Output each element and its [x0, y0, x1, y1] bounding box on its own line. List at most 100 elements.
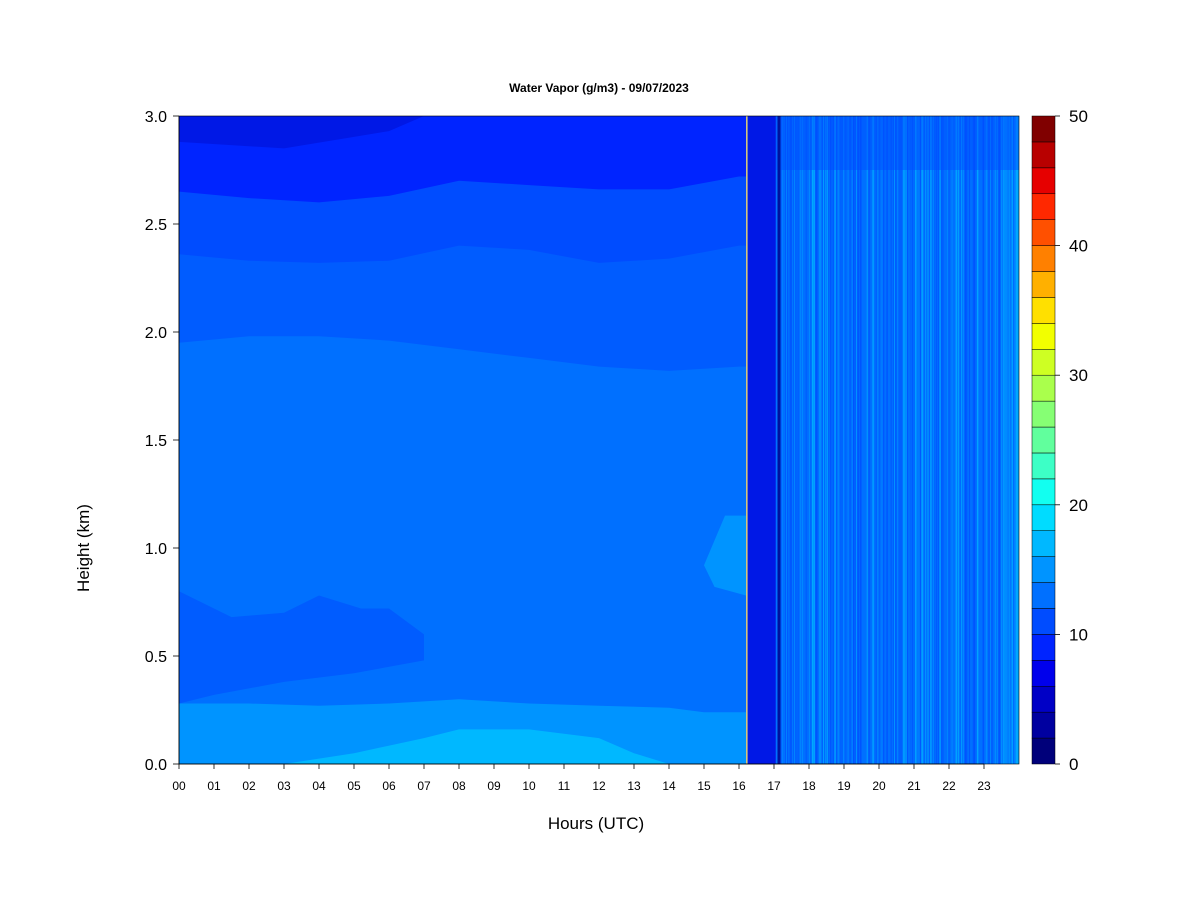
vapor-streak: [844, 116, 846, 764]
colorbar: [1031, 115, 1056, 765]
vapor-streak: [899, 116, 901, 764]
vapor-streak: [790, 116, 792, 764]
vapor-streak: [988, 116, 990, 764]
vapor-streak: [1012, 116, 1014, 764]
colorbar-tick-label: 50: [1069, 107, 1088, 126]
vapor-streak: [996, 116, 998, 764]
vapor-streak: [812, 116, 814, 764]
vapor-streak: [1005, 116, 1007, 764]
y-tick-label: 1.5: [145, 433, 167, 450]
vapor-streak: [904, 116, 906, 764]
y-tick-label: 0.0: [145, 757, 167, 774]
vapor-streak: [966, 116, 968, 764]
vapor-streak: [786, 116, 788, 764]
vapor-streak: [875, 116, 877, 764]
colorbar-segment: [1031, 115, 1056, 143]
vapor-streak: [836, 116, 838, 764]
vapor-streak: [829, 116, 831, 764]
vapor-streak: [888, 116, 890, 764]
vapor-streak: [907, 116, 909, 764]
colorbar-segment: [1031, 219, 1056, 246]
vapor-streak: [984, 116, 986, 764]
vapor-streak: [833, 116, 835, 764]
vapor-streak: [917, 116, 919, 764]
colorbar-segment: [1031, 608, 1056, 635]
vapor-streak: [923, 116, 925, 764]
vapor-streak: [789, 116, 791, 764]
vapor-streak: [840, 116, 842, 764]
vapor-streak: [935, 116, 937, 764]
colorbar-tick-label: 20: [1069, 496, 1088, 515]
vapor-streak: [878, 116, 880, 764]
vapor-streak: [806, 116, 808, 764]
colorbar-segment: [1031, 271, 1056, 298]
vapor-streak: [881, 116, 883, 764]
x-tick-label: 18: [802, 779, 816, 793]
colorbar-tick-label: 10: [1069, 625, 1088, 644]
vapor-streak: [846, 116, 848, 764]
vapor-streak: [802, 116, 804, 764]
vapor-streak: [800, 116, 802, 764]
vapor-moist-bulge: [704, 515, 746, 596]
vapor-streak: [794, 116, 796, 764]
vapor-dark-column: [747, 116, 776, 764]
vapor-streak: [952, 116, 954, 764]
vapor-streak: [960, 116, 962, 764]
vapor-streak: [803, 116, 805, 764]
vapor-streak: [1003, 116, 1005, 764]
x-tick-label: 08: [452, 779, 466, 793]
x-tick-label: 07: [417, 779, 431, 793]
x-tick-label: 19: [837, 779, 851, 793]
vapor-streak: [859, 116, 861, 764]
vapor-streak: [893, 116, 895, 764]
vapor-streak: [787, 116, 789, 764]
x-tick-label: 23: [977, 779, 991, 793]
vapor-streaks: [746, 116, 1019, 764]
vapor-streak: [921, 116, 923, 764]
vapor-streak: [785, 116, 787, 764]
vapor-streak: [931, 116, 933, 764]
vapor-streak: [959, 116, 961, 764]
colorbar-tick-label: 0: [1069, 755, 1078, 774]
vapor-streak: [898, 116, 900, 764]
vapor-streak: [951, 116, 953, 764]
vapor-streak: [827, 116, 829, 764]
x-tick-label: 00: [172, 779, 186, 793]
vapor-streak: [802, 116, 804, 764]
vapor-streak: [808, 116, 810, 764]
x-tick-label: 16: [732, 779, 746, 793]
vapor-streak: [844, 116, 846, 764]
vapor-streak: [857, 116, 859, 764]
vapor-streak: [985, 116, 987, 764]
vapor-streak: [850, 116, 852, 764]
vapor-streak: [978, 116, 980, 764]
vapor-streak: [918, 116, 920, 764]
vapor-streak: [954, 116, 956, 764]
vapor-streak: [1013, 116, 1015, 764]
vapor-streak: [799, 116, 801, 764]
vapor-streak: [837, 116, 839, 764]
x-tick-label: 03: [277, 779, 291, 793]
vapor-streak: [852, 116, 854, 764]
y-tick-label: 2.5: [145, 217, 167, 234]
vapor-streak: [851, 116, 853, 764]
vapor-streak: [924, 116, 926, 764]
x-tick-label: 06: [382, 779, 396, 793]
vapor-streak: [986, 116, 988, 764]
vapor-streak: [835, 116, 837, 764]
y-axis-label: Height (km): [74, 504, 93, 592]
vapor-streak: [942, 116, 944, 764]
vapor-streak: [943, 116, 945, 764]
vapor-streak: [945, 116, 947, 764]
vapor-streak: [830, 116, 832, 764]
vapor-streak: [942, 116, 944, 764]
vapor-streak: [919, 116, 921, 764]
vapor-streak: [872, 116, 874, 764]
vapor-streak: [809, 116, 811, 764]
vapor-streak: [1017, 116, 1019, 764]
colorbar-segment: [1031, 400, 1056, 428]
vapor-streak: [962, 116, 964, 764]
x-tick-label: 21: [907, 779, 921, 793]
vapor-streak: [890, 116, 892, 764]
vapor-streak: [798, 116, 800, 764]
